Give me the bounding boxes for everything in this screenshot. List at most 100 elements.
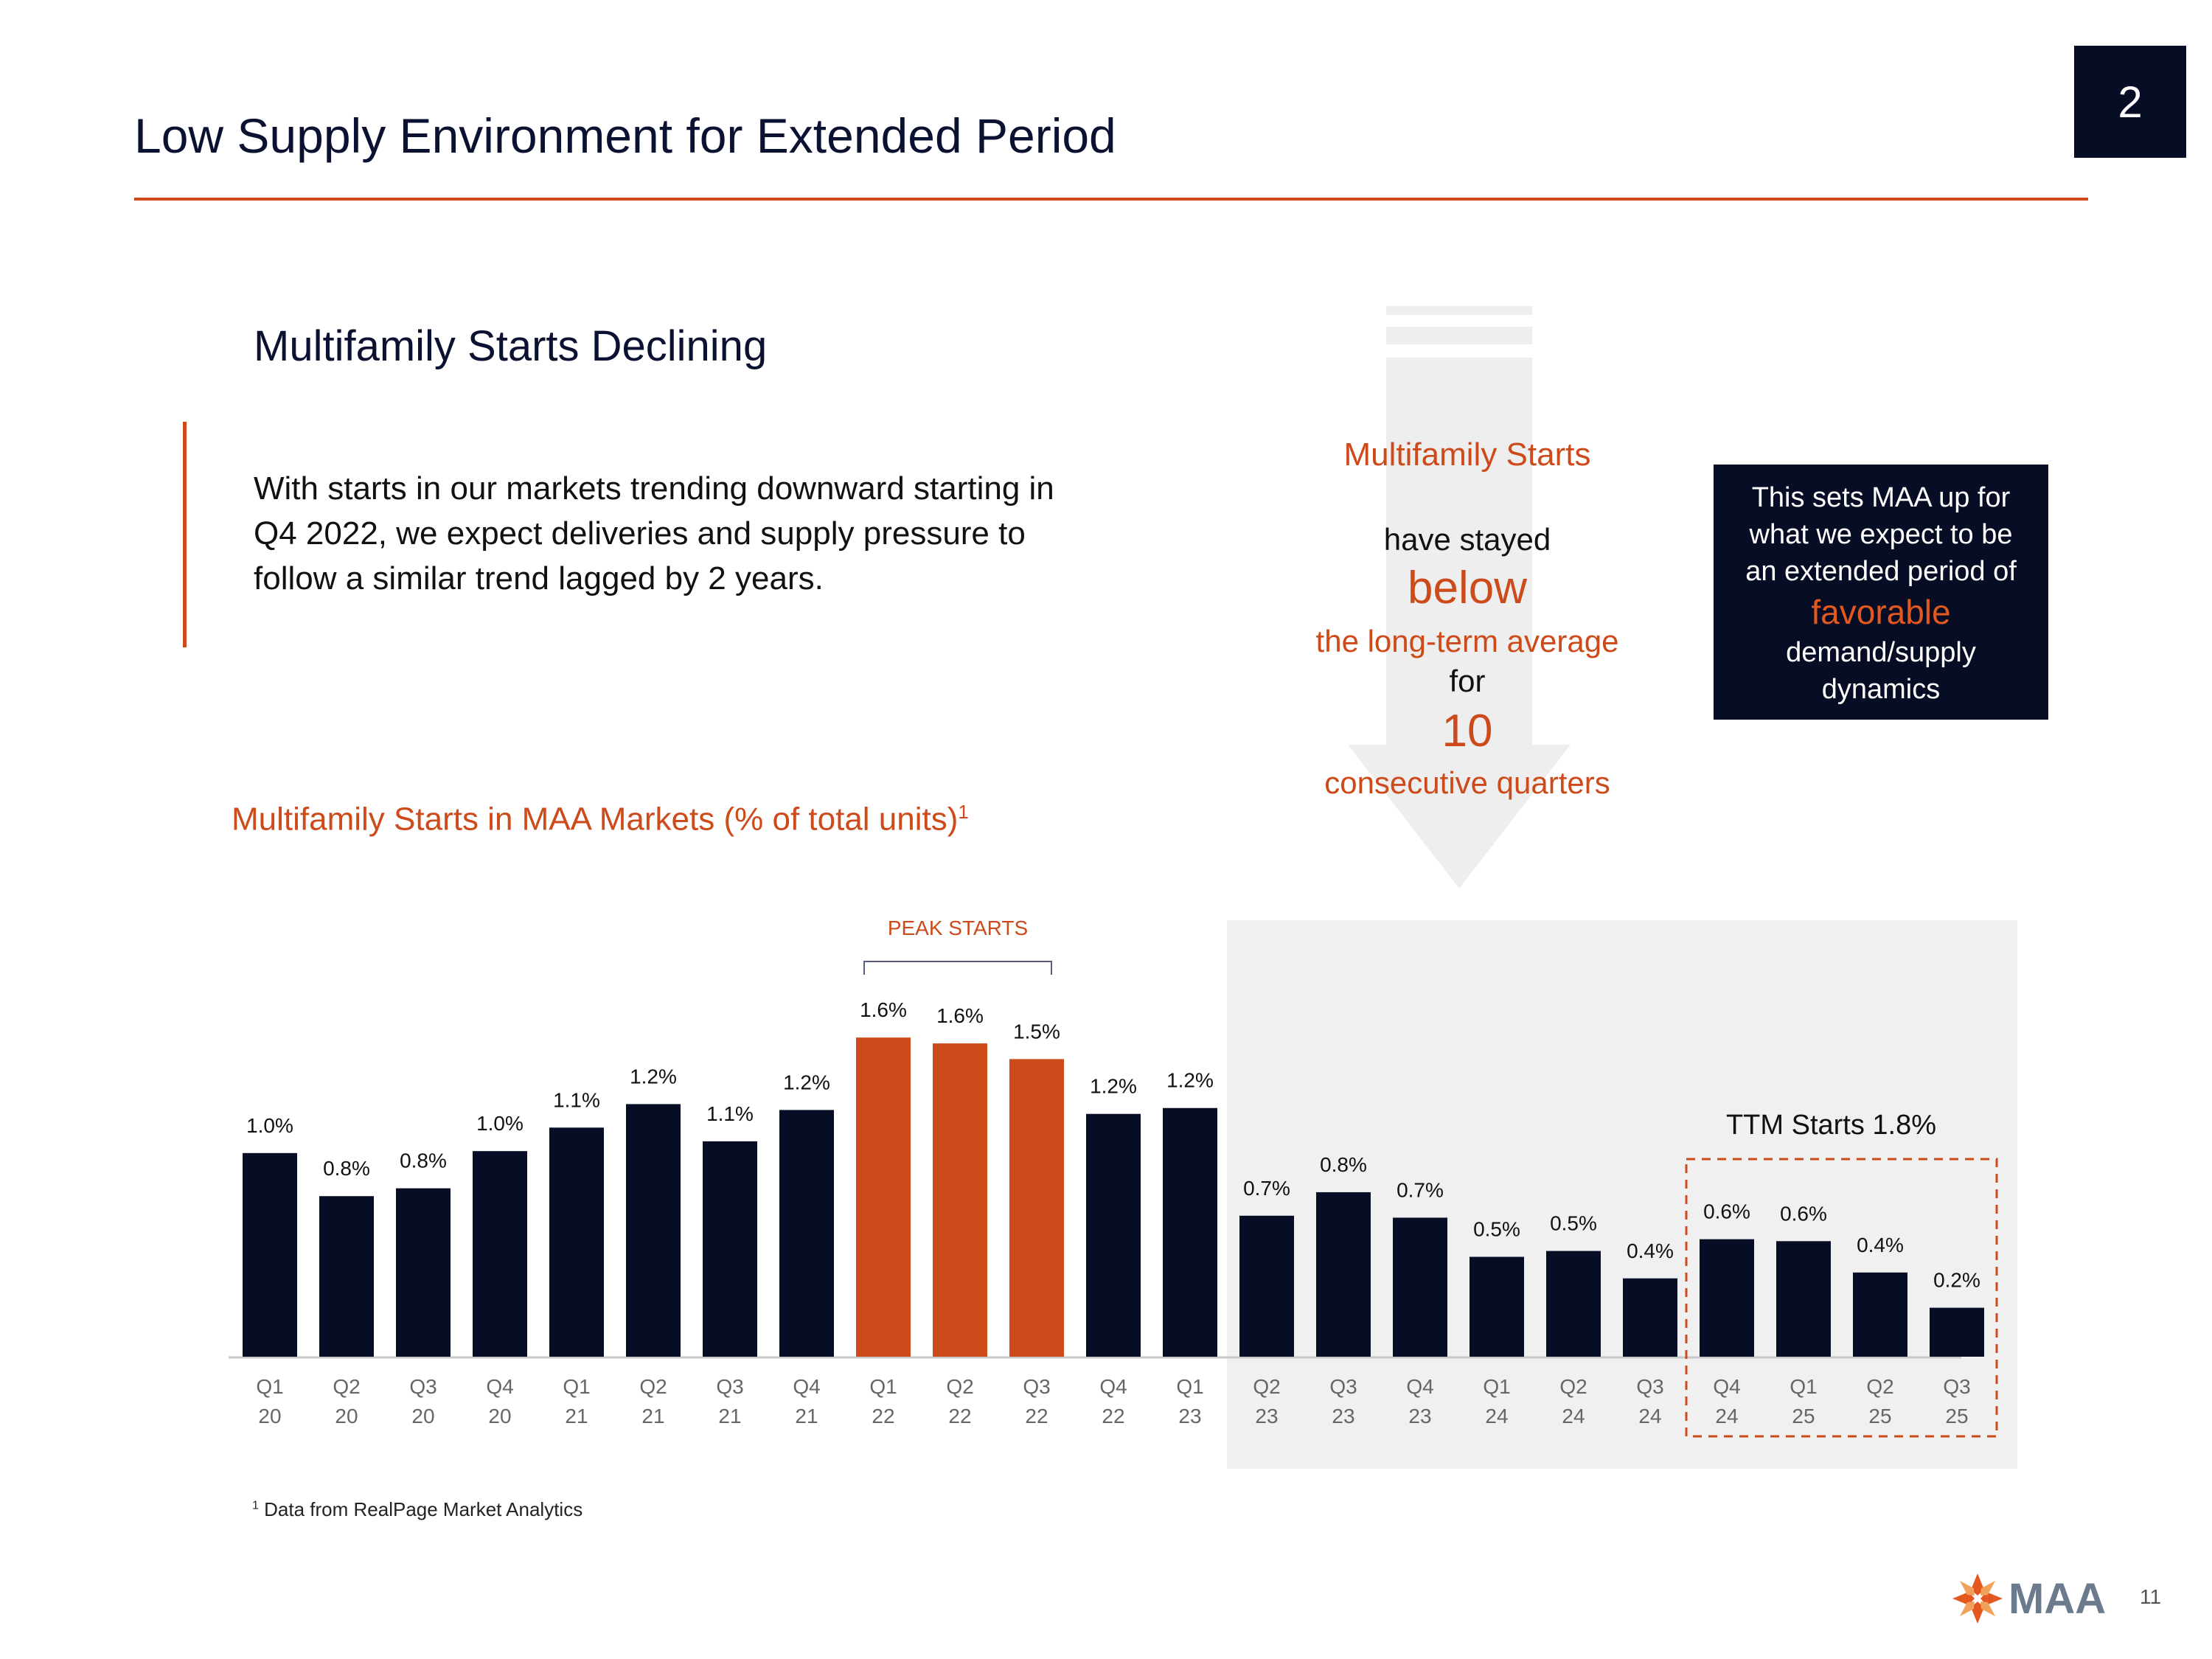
data-label: 0.6% <box>1780 1202 1827 1225</box>
body-accent-bar <box>183 422 187 647</box>
chart-title: Multifamily Starts in MAA Markets (% of … <box>232 801 969 838</box>
box-line-2: what we expect to be <box>1749 519 2013 550</box>
bar-q4-22 <box>1086 1113 1141 1357</box>
data-label: 1.2% <box>783 1071 830 1093</box>
bar-q1-25 <box>1776 1241 1831 1357</box>
data-label: 0.7% <box>1243 1177 1290 1200</box>
bar-q4-21 <box>779 1110 834 1357</box>
x-tick-label-quarter: Q4 <box>793 1375 820 1398</box>
x-tick-label-quarter: Q3 <box>1023 1375 1050 1398</box>
bar-q2-20 <box>319 1196 374 1357</box>
data-label: 1.6% <box>936 1004 984 1027</box>
bar-q1-24 <box>1470 1256 1524 1357</box>
data-label: 1.0% <box>476 1112 524 1135</box>
callout-title: Multifamily Starts <box>1343 437 1591 473</box>
x-tick-label-quarter: Q1 <box>1483 1375 1510 1398</box>
footnote-text: Data from RealPage Market Analytics <box>264 1498 583 1520</box>
bar-q1-22 <box>856 1037 911 1357</box>
x-tick-label-quarter: Q2 <box>639 1375 667 1398</box>
bar-q2-21 <box>626 1104 681 1357</box>
title-rule <box>134 198 2088 201</box>
peak-starts-annotation: PEAK STARTS <box>888 917 1028 939</box>
callout-below: below <box>1408 563 1527 613</box>
x-tick-label-year: 22 <box>872 1405 894 1427</box>
callout-have-stayed: have stayed <box>1383 522 1551 557</box>
x-tick-label-year: 22 <box>948 1405 971 1427</box>
x-tick-label-quarter: Q3 <box>716 1375 743 1398</box>
callout-box: This sets MAA up for what we expect to b… <box>1714 465 2048 720</box>
page-title: Low Supply Environment for Extended Peri… <box>134 108 1116 163</box>
x-tick-label-quarter: Q1 <box>256 1375 283 1398</box>
data-label: 0.6% <box>1703 1200 1750 1223</box>
x-tick-label-quarter: Q4 <box>1099 1375 1127 1398</box>
data-label: 0.8% <box>400 1150 447 1172</box>
x-tick-label-quarter: Q3 <box>1636 1375 1663 1398</box>
x-tick-label-year: 25 <box>1945 1405 1968 1427</box>
data-label: 1.1% <box>553 1088 600 1111</box>
data-label: 0.7% <box>1397 1178 1444 1201</box>
ttm-starts-annotation: TTM Starts 1.8% <box>1726 1110 1936 1141</box>
x-tick-label-quarter: Q2 <box>1866 1375 1893 1398</box>
x-tick-label-quarter: Q4 <box>1713 1375 1740 1398</box>
chart-title-footnote-marker: 1 <box>958 801 969 823</box>
data-label: 1.6% <box>860 998 907 1021</box>
callout-quarters-count: 10 <box>1441 706 1493 757</box>
data-label: 1.5% <box>1013 1020 1060 1043</box>
x-tick-label-year: 21 <box>565 1405 588 1427</box>
page-badge: 2 <box>2074 46 2186 158</box>
x-tick-label-quarter: Q2 <box>946 1375 973 1398</box>
x-tick-label-year: 24 <box>1638 1405 1661 1427</box>
bar-q1-20 <box>243 1152 297 1357</box>
x-tick-label-quarter: Q3 <box>1329 1375 1357 1398</box>
forecast-shade-region <box>1227 920 2017 1469</box>
data-label: 0.5% <box>1550 1212 1597 1235</box>
x-tick-label-quarter: Q4 <box>486 1375 513 1398</box>
bar-q3-24 <box>1623 1278 1677 1357</box>
data-label: 1.2% <box>1166 1069 1214 1092</box>
x-tick-label-year: 20 <box>411 1405 434 1427</box>
x-tick-label-year: 24 <box>1485 1405 1508 1427</box>
x-tick-label-year: 25 <box>1868 1405 1891 1427</box>
x-tick-label-year: 21 <box>795 1405 818 1427</box>
box-line-5: demand/supply <box>1786 637 1976 668</box>
x-tick-label-quarter: Q2 <box>333 1375 360 1398</box>
section-heading: Multifamily Starts Declining <box>254 322 768 370</box>
data-label: 0.5% <box>1473 1218 1520 1241</box>
footnote: 1 Data from RealPage Market Analytics <box>252 1498 582 1521</box>
slide-number: 11 <box>2140 1585 2162 1608</box>
callout-long-term-average: the long-term average <box>1315 624 1619 658</box>
down-arrow-icon <box>1348 306 1571 888</box>
bar-q2-23 <box>1239 1215 1294 1357</box>
box-line-6: dynamics <box>1821 674 1941 705</box>
bar-q1-23 <box>1163 1107 1217 1357</box>
maa-logo: MAA <box>1952 1573 2106 1624</box>
x-tick-label-quarter: Q3 <box>1943 1375 1970 1398</box>
x-tick-label-year: 25 <box>1792 1405 1815 1427</box>
bar-q3-22 <box>1009 1059 1064 1357</box>
bar-q2-22 <box>933 1043 987 1357</box>
bar-q2-24 <box>1546 1251 1601 1357</box>
data-label: 0.2% <box>1933 1269 1980 1292</box>
x-tick-label-quarter: Q2 <box>1253 1375 1280 1398</box>
x-tick-label-year: 23 <box>1332 1405 1354 1427</box>
x-tick-label-quarter: Q3 <box>409 1375 437 1398</box>
callout-for: for <box>1449 664 1486 698</box>
x-tick-label-year: 22 <box>1025 1405 1048 1427</box>
x-tick-label-year: 23 <box>1178 1405 1201 1427</box>
bar-q3-20 <box>396 1188 451 1357</box>
body-text: With starts in our markets trending down… <box>254 470 1054 597</box>
x-tick-label-quarter: Q1 <box>1176 1375 1203 1398</box>
maa-logo-text: MAA <box>2008 1575 2106 1623</box>
callout-consecutive-quarters: consecutive quarters <box>1324 765 1610 800</box>
box-favorable: favorable <box>1811 593 1951 631</box>
data-label: 1.0% <box>246 1114 293 1137</box>
x-tick-label-year: 21 <box>641 1405 664 1427</box>
x-tick-label-quarter: Q1 <box>1790 1375 1817 1398</box>
footnote-marker: 1 <box>252 1499 259 1512</box>
x-tick-label-year: 22 <box>1102 1405 1124 1427</box>
bar-q3-21 <box>703 1141 757 1357</box>
box-line-1: This sets MAA up for <box>1751 482 2011 513</box>
x-tick-label-quarter: Q1 <box>869 1375 897 1398</box>
ttm-dashed-box <box>1685 1158 1998 1438</box>
x-tick-label-quarter: Q4 <box>1406 1375 1433 1398</box>
